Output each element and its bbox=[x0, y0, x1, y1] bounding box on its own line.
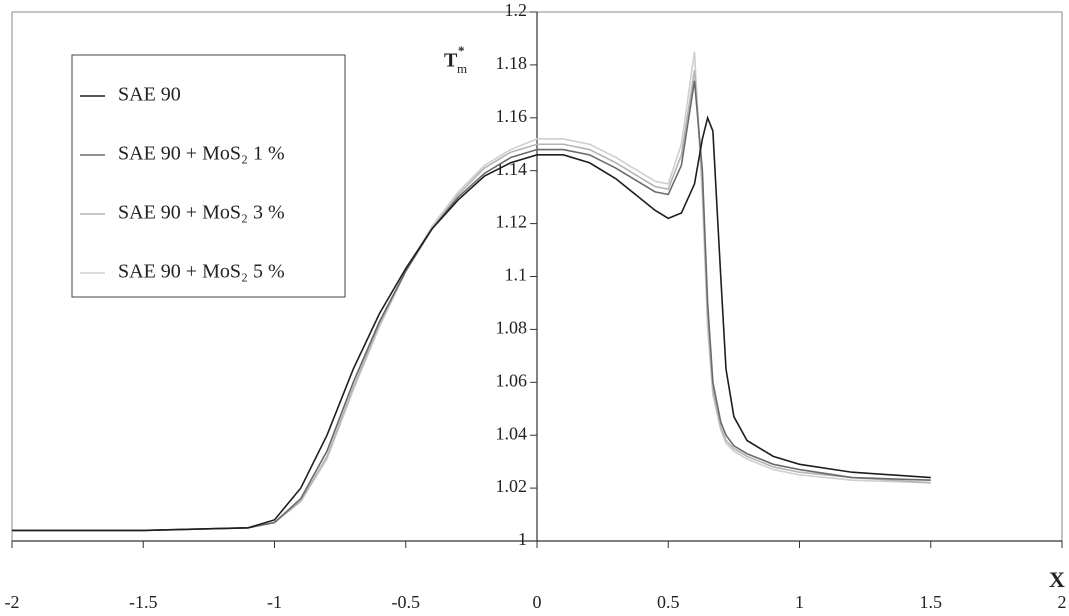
legend-label: SAE 90 + MoS₂ 5 % bbox=[118, 261, 285, 283]
x-tick-label: -0.5 bbox=[392, 592, 421, 612]
legend-label: SAE 90 bbox=[118, 84, 181, 106]
legend-label: SAE 90 + MoS₂ 1 % bbox=[118, 143, 285, 165]
x-tick-label: 1.5 bbox=[920, 592, 943, 612]
series-line bbox=[12, 80, 931, 532]
y-label-sub: m bbox=[457, 61, 467, 76]
x-tick-label: -2 bbox=[5, 592, 20, 612]
series-line bbox=[12, 51, 931, 532]
x-tick-label: -1.5 bbox=[129, 592, 158, 612]
y-tick-label: 1.04 bbox=[496, 423, 528, 443]
y-tick-label: 1.18 bbox=[496, 53, 528, 73]
series-line bbox=[12, 70, 931, 532]
y-tick-label: 1.14 bbox=[496, 159, 528, 179]
x-tick-label: -1 bbox=[267, 592, 282, 612]
y-tick-label: 1.1 bbox=[505, 265, 528, 285]
x-axis-label: X bbox=[1049, 567, 1065, 592]
x-tick-label: 1 bbox=[795, 592, 804, 612]
y-label-sup: * bbox=[458, 43, 465, 58]
legend: SAE 90 SAE 90 + MoS₂ 1 % SAE 90 + MoS₂ 3 %… bbox=[71, 54, 346, 298]
series-line bbox=[12, 115, 931, 532]
y-tick-label: 1.2 bbox=[505, 0, 528, 20]
y-tick-label: 1 bbox=[518, 529, 527, 549]
x-tick-label: 0.5 bbox=[657, 592, 680, 612]
x-tick-label: 0 bbox=[533, 592, 542, 612]
y-tick-label: 1.16 bbox=[496, 106, 528, 126]
y-tick-label: 1.12 bbox=[496, 212, 528, 232]
legend-label: SAE 90 + MoS₂ 3 % bbox=[118, 202, 285, 224]
y-axis-label: T * m bbox=[444, 43, 467, 76]
y-tick-label: 1.06 bbox=[496, 370, 528, 390]
y-label-base: T bbox=[444, 50, 458, 72]
y-tick-label: 1.02 bbox=[496, 476, 528, 496]
y-tick-label: 1.08 bbox=[496, 318, 528, 338]
legend-box bbox=[71, 54, 346, 298]
x-tick-label: 2 bbox=[1058, 592, 1067, 612]
